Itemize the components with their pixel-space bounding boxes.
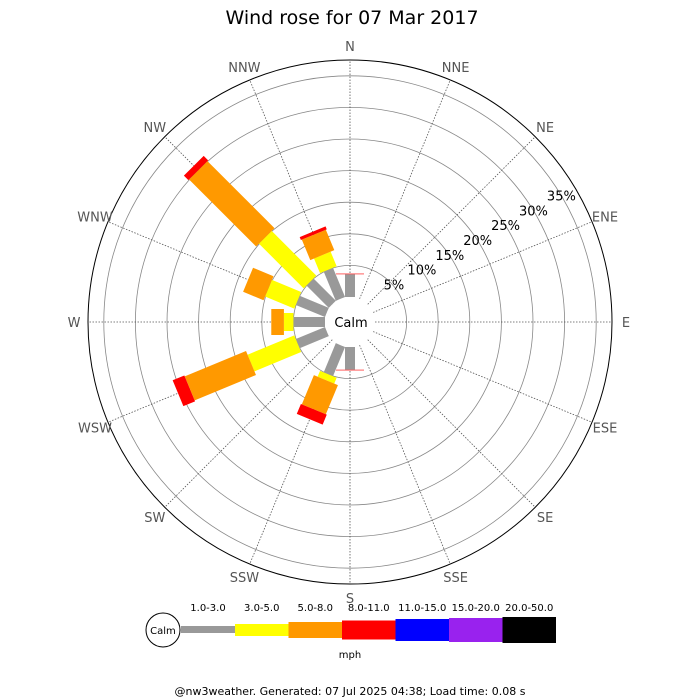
direction-label: SSE bbox=[443, 571, 468, 586]
legend-swatch bbox=[181, 626, 235, 633]
direction-label: NW bbox=[144, 121, 167, 136]
bar-segment-nnw-0 bbox=[323, 267, 346, 301]
bar-segment-nw-3 bbox=[183, 155, 209, 181]
direction-label: W bbox=[68, 316, 81, 331]
outer-ring bbox=[87, 59, 613, 585]
bar-segment-nnw-1 bbox=[313, 251, 337, 274]
direction-label: ESE bbox=[593, 422, 618, 437]
legend-swatch bbox=[235, 624, 289, 636]
calm-center: Calm bbox=[325, 297, 375, 347]
direction-labels: N NNE NE ENE E ESE SE SSE S SSW SW WSW W WNW NW NNW bbox=[68, 40, 631, 607]
chart-title: Wind rose for 07 Mar 2017 bbox=[225, 7, 478, 29]
bar-segment-ssw-0 bbox=[323, 343, 346, 377]
bar-segment-wsw-1 bbox=[247, 335, 302, 372]
direction-label: NE bbox=[536, 121, 554, 136]
ring-label: 30% bbox=[519, 204, 548, 219]
legend-label: 15.0-20.0 bbox=[452, 603, 500, 614]
bar-segment-nw-0 bbox=[306, 278, 336, 308]
ring-label: 10% bbox=[407, 264, 436, 279]
bar-segment-wnw-0 bbox=[295, 295, 329, 318]
ring-label: 5% bbox=[384, 278, 405, 293]
ring-labels: 5%10%15%20%25%30%35% bbox=[384, 189, 576, 293]
grid-ring bbox=[229, 201, 471, 443]
ring-label: 20% bbox=[463, 234, 492, 249]
direction-label: S bbox=[346, 592, 354, 607]
spoke-line bbox=[372, 331, 593, 423]
legend-label: 20.0-50.0 bbox=[505, 603, 553, 614]
direction-label: N bbox=[345, 40, 355, 55]
legend-calm-circle bbox=[145, 612, 181, 648]
legend-unit: mph bbox=[339, 650, 361, 661]
spoke-line bbox=[367, 339, 536, 508]
direction-label: SSW bbox=[230, 571, 260, 586]
legend-swatch bbox=[449, 618, 503, 642]
calm-label: Calm bbox=[334, 316, 367, 331]
bar-segment-wnw-2 bbox=[243, 267, 274, 301]
direction-label: SE bbox=[537, 511, 553, 526]
spoke-line bbox=[359, 79, 451, 300]
spoke-line bbox=[367, 136, 536, 305]
bar-segment-ssw-2 bbox=[301, 375, 338, 415]
spoke-line bbox=[359, 344, 451, 565]
ring-label: 15% bbox=[435, 249, 464, 264]
legend-swatch bbox=[288, 622, 342, 638]
legend-calm-label: Calm bbox=[150, 626, 176, 637]
legend-label: 3.0-5.0 bbox=[244, 603, 279, 614]
footer-text: @nw3weather. Generated: 07 Jul 2025 04:3… bbox=[175, 685, 526, 698]
direction-label: ENE bbox=[592, 210, 618, 225]
legend-swatch bbox=[342, 620, 396, 640]
legend-label: 5.0-8.0 bbox=[298, 603, 333, 614]
direction-label: SW bbox=[144, 511, 165, 526]
spoke-line bbox=[164, 339, 333, 508]
bar-segment-wsw-3 bbox=[172, 375, 196, 407]
bar-segment-nw-2 bbox=[189, 161, 275, 247]
legend-swatch bbox=[502, 617, 556, 643]
direction-label: WNW bbox=[77, 210, 113, 225]
bar-segment-nnw-3 bbox=[299, 226, 327, 241]
bar-segment-wsw-2 bbox=[184, 350, 256, 401]
grid-ring bbox=[103, 75, 597, 569]
legend-label: 11.0-15.0 bbox=[398, 603, 446, 614]
wind-bars bbox=[172, 155, 364, 425]
speed-legend: Calm 1.0-3.0 3.0-5.0 5.0-8.0 8.0-11.0 11.0-1… bbox=[145, 603, 556, 661]
grid-ring bbox=[166, 138, 534, 506]
legend-label: 1.0-3.0 bbox=[190, 603, 225, 614]
legend-swatch bbox=[395, 619, 449, 641]
ring-label: 25% bbox=[491, 219, 520, 234]
direction-label: WSW bbox=[78, 422, 112, 437]
bar-segment-nnw-2 bbox=[301, 229, 335, 261]
bar-segment-nw-1 bbox=[258, 230, 317, 289]
polar-grid bbox=[87, 59, 613, 585]
ring-label: 35% bbox=[547, 189, 576, 204]
bar-segment-ssw-1 bbox=[317, 370, 337, 384]
bar-segment-wnw-1 bbox=[265, 279, 302, 309]
bar-segment-ssw-3 bbox=[296, 403, 327, 425]
calm-circle bbox=[325, 297, 375, 347]
direction-label: E bbox=[622, 316, 630, 331]
direction-label: NNW bbox=[228, 61, 260, 76]
spoke-line bbox=[372, 221, 593, 313]
direction-label: NNE bbox=[442, 61, 470, 76]
bar-segment-wsw-0 bbox=[295, 326, 329, 349]
legend-label: 8.0-11.0 bbox=[348, 603, 390, 614]
